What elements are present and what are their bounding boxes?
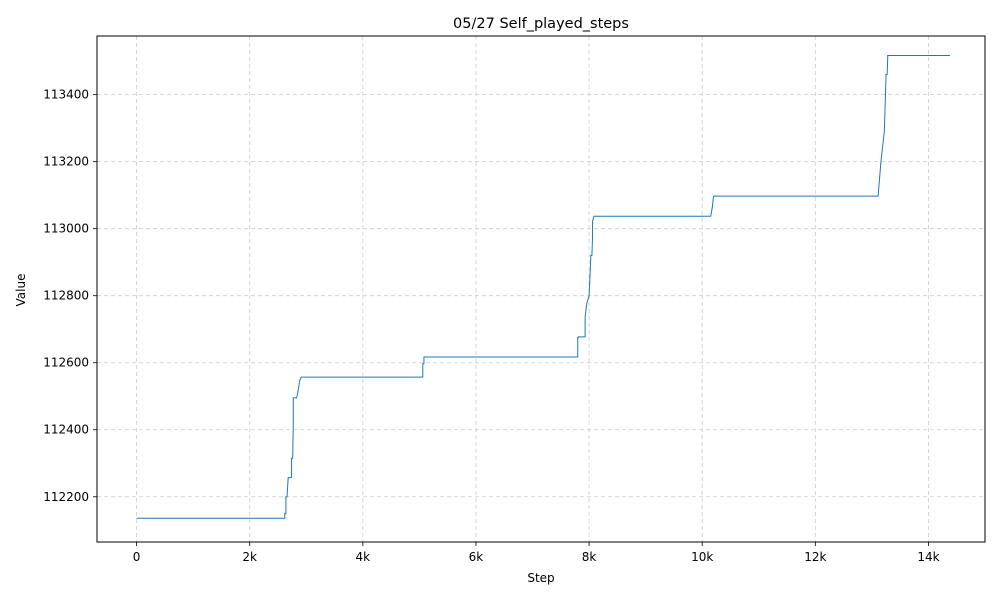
y-tick-label: 112200 [43, 490, 89, 504]
y-tick-label: 112400 [43, 423, 89, 437]
x-tick-label: 4k [356, 550, 371, 564]
series-line [136, 54, 950, 519]
x-tick-label: 8k [582, 550, 597, 564]
plot-line-layer [136, 54, 950, 519]
y-tick-label: 112600 [43, 356, 89, 370]
x-axis-label: Step [527, 571, 554, 585]
x-axis-ticks: 0 2k 4k 6k 8k 10k 12k 14k [133, 542, 940, 564]
y-tick-label: 113200 [43, 155, 89, 169]
y-tick-label: 113000 [43, 222, 89, 236]
x-tick-label: 6k [469, 550, 484, 564]
y-tick-label: 113400 [43, 88, 89, 102]
plot-area-frame [96, 35, 986, 543]
x-tick-label: 2k [242, 550, 257, 564]
y-tick-label: 112800 [43, 289, 89, 303]
x-tick-label: 12k [804, 550, 826, 564]
chart-title: 05/27 Self_played_steps [453, 16, 629, 32]
y-axis-label: Value [14, 274, 28, 307]
x-tick-label: 14k [917, 550, 939, 564]
y-axis-ticks: 112200 112400 112600 112800 113000 113200 1134… [43, 88, 97, 504]
x-tick-label: 10k [691, 550, 713, 564]
x-tick-label: 0 [133, 550, 141, 564]
